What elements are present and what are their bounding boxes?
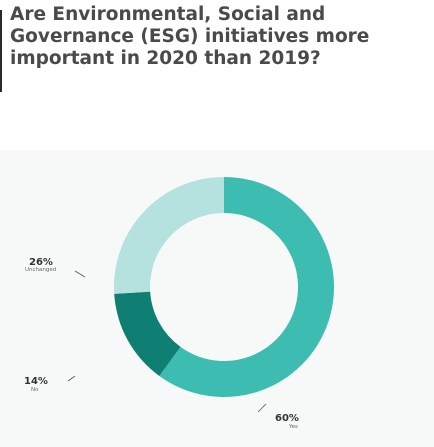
donut-slice-yes bbox=[159, 177, 335, 398]
donut-slice-no bbox=[114, 291, 181, 376]
chart-area: 60% Yes 14% No 26% Unchanged bbox=[0, 150, 434, 447]
donut-slice-unchanged bbox=[114, 177, 224, 294]
slice-percent-no: 14% bbox=[24, 376, 48, 387]
slice-labels: 60%Yes 14%No 26%Unchanged bbox=[24, 257, 299, 430]
leader-lines bbox=[67, 270, 267, 413]
header: Are Environmental, Social and Governance… bbox=[0, 0, 434, 150]
page-title: Are Environmental, Social and Governance… bbox=[10, 4, 370, 69]
leader-line-yes bbox=[257, 403, 267, 413]
donut-slices bbox=[114, 177, 335, 398]
slice-percent-yes: 60% bbox=[275, 413, 299, 424]
slice-percent-unchanged: 26% bbox=[29, 257, 53, 268]
donut-chart: 60%Yes 14%No 26%Unchanged bbox=[24, 177, 335, 430]
leader-line-no bbox=[67, 375, 76, 382]
slice-category-yes: Yes bbox=[288, 424, 298, 430]
header-accent-rule bbox=[0, 10, 2, 92]
slice-category-no: No bbox=[31, 387, 39, 393]
slice-category-unchanged: Unchanged bbox=[25, 267, 56, 273]
leader-line-unchanged bbox=[74, 270, 86, 278]
